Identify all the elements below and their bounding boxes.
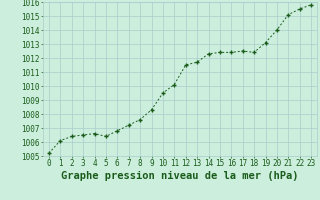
X-axis label: Graphe pression niveau de la mer (hPa): Graphe pression niveau de la mer (hPa) xyxy=(61,171,299,181)
